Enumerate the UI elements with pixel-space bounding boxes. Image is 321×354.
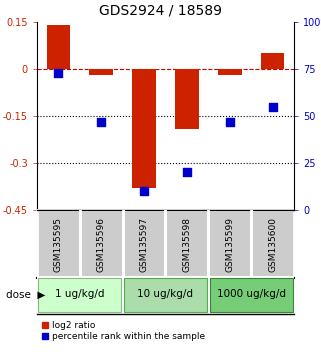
Bar [38,278,121,312]
Bar [210,278,293,312]
Bar [80,210,123,278]
Text: GSM135599: GSM135599 [225,217,234,272]
Text: GSM135596: GSM135596 [97,217,106,272]
Point [227,119,232,125]
Bar [47,25,70,69]
Text: 1 ug/kg/d: 1 ug/kg/d [55,289,105,299]
Bar [124,278,207,312]
Bar [37,210,80,278]
Bar [132,69,156,188]
Text: 1000 ug/kg/d: 1000 ug/kg/d [217,289,286,299]
Bar [251,210,294,278]
Point [270,104,275,109]
Text: 10 ug/kg/d: 10 ug/kg/d [137,289,194,299]
Point [184,170,189,175]
Text: dose  ▶: dose ▶ [6,290,46,300]
Bar [90,69,113,75]
Legend: log2 ratio, percentile rank within the sample: log2 ratio, percentile rank within the s… [41,321,205,342]
Text: GSM135595: GSM135595 [54,217,63,272]
Point [56,70,61,76]
Bar [218,69,241,75]
Bar [261,53,284,69]
Point [142,188,147,194]
Text: GSM135600: GSM135600 [268,217,277,272]
Bar [175,69,199,129]
Text: GSM135598: GSM135598 [182,217,191,272]
Bar [208,210,251,278]
Text: GSM135597: GSM135597 [140,217,149,272]
Bar [123,210,166,278]
Bar [166,210,208,278]
Text: GDS2924 / 18589: GDS2924 / 18589 [99,4,222,18]
Point [99,119,104,125]
